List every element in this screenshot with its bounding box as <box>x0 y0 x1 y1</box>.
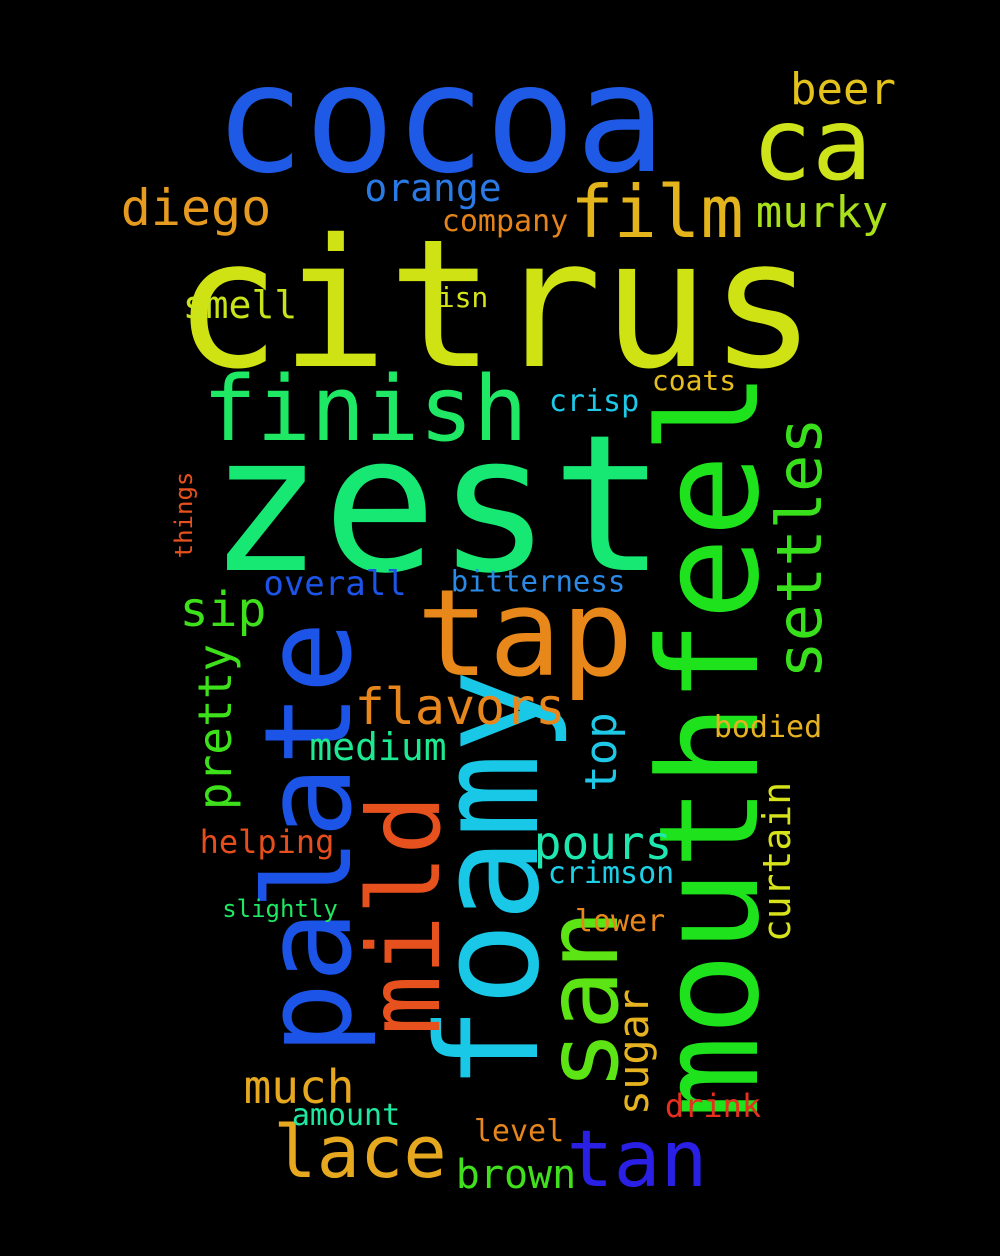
word-murky: murky <box>755 187 889 238</box>
word-crisp: crisp <box>548 384 640 419</box>
word-settles: settles <box>763 417 836 679</box>
word-sugar: sugar <box>609 988 658 1116</box>
word-crimson: crimson <box>547 856 675 891</box>
word-mild: mild <box>346 794 463 1036</box>
word-amount: amount <box>291 1098 401 1133</box>
word-pours: pours <box>533 816 673 870</box>
word-things: things <box>170 471 198 559</box>
word-brown: brown <box>455 1152 577 1198</box>
word-ca: ca <box>751 86 873 203</box>
word-curtain: curtain <box>755 781 799 943</box>
word-finish: finish <box>202 357 528 462</box>
word-lower: lower <box>574 904 666 939</box>
word-isn: isn <box>437 281 489 314</box>
word-company: company <box>441 204 569 239</box>
word-zest: zest <box>208 394 666 615</box>
word-citrus: citrus <box>173 201 817 408</box>
word-drink: drink <box>664 1087 762 1125</box>
word-tan: tan <box>566 1115 708 1205</box>
word-diego: diego <box>120 179 272 237</box>
word-coats: coats <box>651 364 737 397</box>
word-medium: medium <box>309 725 447 769</box>
word-slightly: slightly <box>222 895 338 923</box>
word-much: much <box>243 1060 355 1114</box>
word-film: film <box>570 170 744 254</box>
word-cocoa: cocoa <box>214 33 666 207</box>
word-top: top <box>576 712 627 792</box>
word-overall: overall <box>263 564 407 604</box>
word-flavors: flavors <box>354 678 566 736</box>
word-beer: beer <box>790 64 896 115</box>
word-smell: smell <box>182 283 298 327</box>
word-level: level <box>473 1114 565 1149</box>
word-sip: sip <box>179 582 267 638</box>
word-lace: lace <box>273 1110 447 1194</box>
word-tap: tap <box>416 565 634 704</box>
word-bitterness: bitterness <box>450 564 626 599</box>
word-bodied: bodied <box>713 710 823 745</box>
word-mouthfeel: mouthfeel <box>629 371 790 1119</box>
word-pretty: pretty <box>188 643 242 811</box>
word-helping: helping <box>199 823 335 861</box>
word-orange: orange <box>364 166 502 210</box>
